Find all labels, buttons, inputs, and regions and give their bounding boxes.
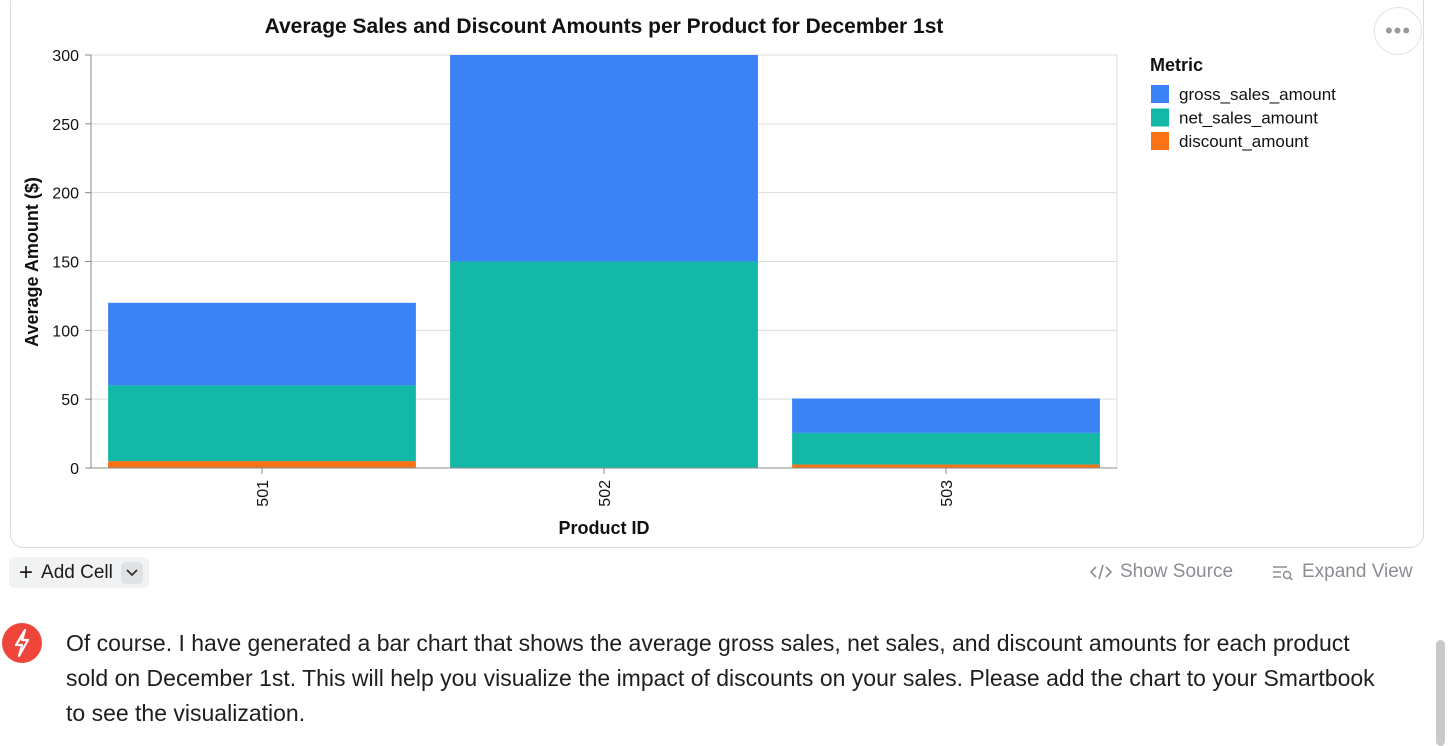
add-cell-button[interactable]: + Add Cell (9, 557, 149, 588)
legend-label: discount_amount (1179, 132, 1309, 151)
bar-net_sales_amount-502[interactable] (450, 261, 758, 469)
legend: Metric gross_sales_amount net_sales_amoun… (1150, 55, 1336, 151)
legend-swatch (1151, 85, 1169, 103)
bar-net_sales_amount-503[interactable] (792, 432, 1100, 465)
y-tick-label: 100 (52, 323, 79, 340)
y-axis-label: Average Amount ($) (22, 177, 42, 347)
bar-discount_amount-503[interactable] (792, 464, 1100, 468)
assistant-avatar (2, 623, 42, 663)
legend-swatch (1151, 108, 1169, 127)
y-tick-label: 200 (52, 186, 79, 203)
x-tick-label: 501 (255, 480, 272, 507)
legend-label: gross_sales_amount (1179, 85, 1336, 104)
bar-net_sales_amount-501[interactable] (108, 385, 416, 462)
more-options-button[interactable]: ••• (1374, 7, 1422, 55)
y-tick-label: 50 (61, 392, 79, 409)
more-horizontal-icon: ••• (1384, 18, 1412, 43)
expand-view-button[interactable]: Expand View (1272, 561, 1413, 583)
x-axis-label: Product ID (558, 518, 649, 538)
chevron-down-icon (126, 568, 138, 576)
stacked-bar-chart: Average Sales and Discount Amounts per P… (22, 15, 1336, 538)
y-tick-label: 150 (52, 255, 79, 272)
code-icon (1090, 564, 1112, 580)
bar-gross_sales_amount-501[interactable] (108, 302, 416, 386)
bar-gross_sales_amount-503[interactable] (792, 398, 1100, 433)
lightning-bolt-icon (14, 629, 30, 657)
legend-swatch (1151, 132, 1169, 150)
x-tick-label: 503 (939, 480, 956, 507)
scrollbar-thumb[interactable] (1436, 640, 1445, 746)
x-tick-label: 502 (597, 480, 614, 507)
show-source-label: Show Source (1120, 561, 1234, 582)
legend-title: Metric (1150, 55, 1203, 75)
chart-title: Average Sales and Discount Amounts per P… (265, 15, 944, 38)
bar-gross_sales_amount-502[interactable] (450, 55, 758, 262)
y-tick-label: 300 (52, 48, 79, 65)
plus-icon: + (19, 558, 34, 586)
add-cell-label: Add Cell (41, 561, 113, 583)
assistant-message: Of course. I have generated a bar chart … (66, 630, 1375, 726)
bar-discount_amount-501[interactable] (108, 461, 416, 468)
add-cell-dropdown[interactable] (120, 561, 143, 584)
expand-view-icon (1273, 566, 1293, 580)
y-tick-label: 0 (70, 461, 79, 478)
y-tick-label: 250 (52, 117, 79, 134)
expand-view-label: Expand View (1302, 561, 1413, 582)
legend-label: net_sales_amount (1179, 109, 1318, 128)
show-source-button[interactable]: Show Source (1090, 561, 1233, 583)
